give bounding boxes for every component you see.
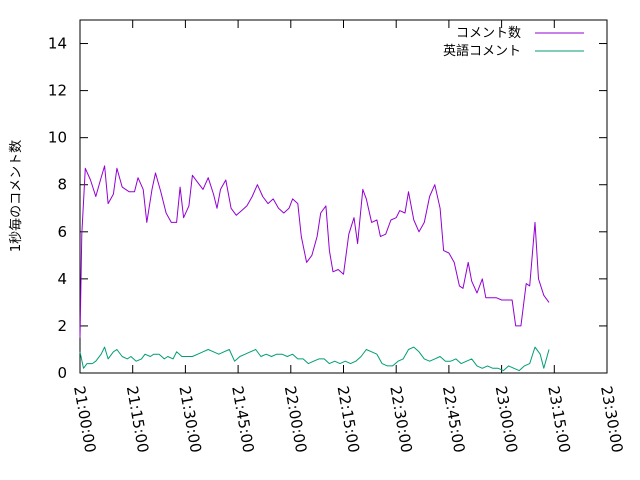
series-line-1: [79, 346, 550, 372]
legend-label-english-comments: 英語コメント: [443, 43, 521, 59]
legend-label-comment-count: コメント数: [456, 26, 521, 41]
y-axis-title: 1秒毎のコメント数: [8, 140, 24, 252]
y-tick-label: 2: [57, 317, 67, 335]
series-line-0: [79, 165, 550, 338]
y-tick-label: 10: [48, 129, 67, 147]
y-tick-label: 4: [57, 270, 67, 288]
y-tick-label: 14: [48, 35, 67, 53]
y-tick-label: 12: [48, 82, 67, 100]
legend: コメント数 英語コメント: [443, 26, 584, 59]
series-layer: [79, 165, 550, 372]
y-tick-label: 0: [57, 364, 67, 382]
y-tick-label: 6: [57, 223, 67, 241]
y-tick-label: 8: [57, 176, 67, 194]
